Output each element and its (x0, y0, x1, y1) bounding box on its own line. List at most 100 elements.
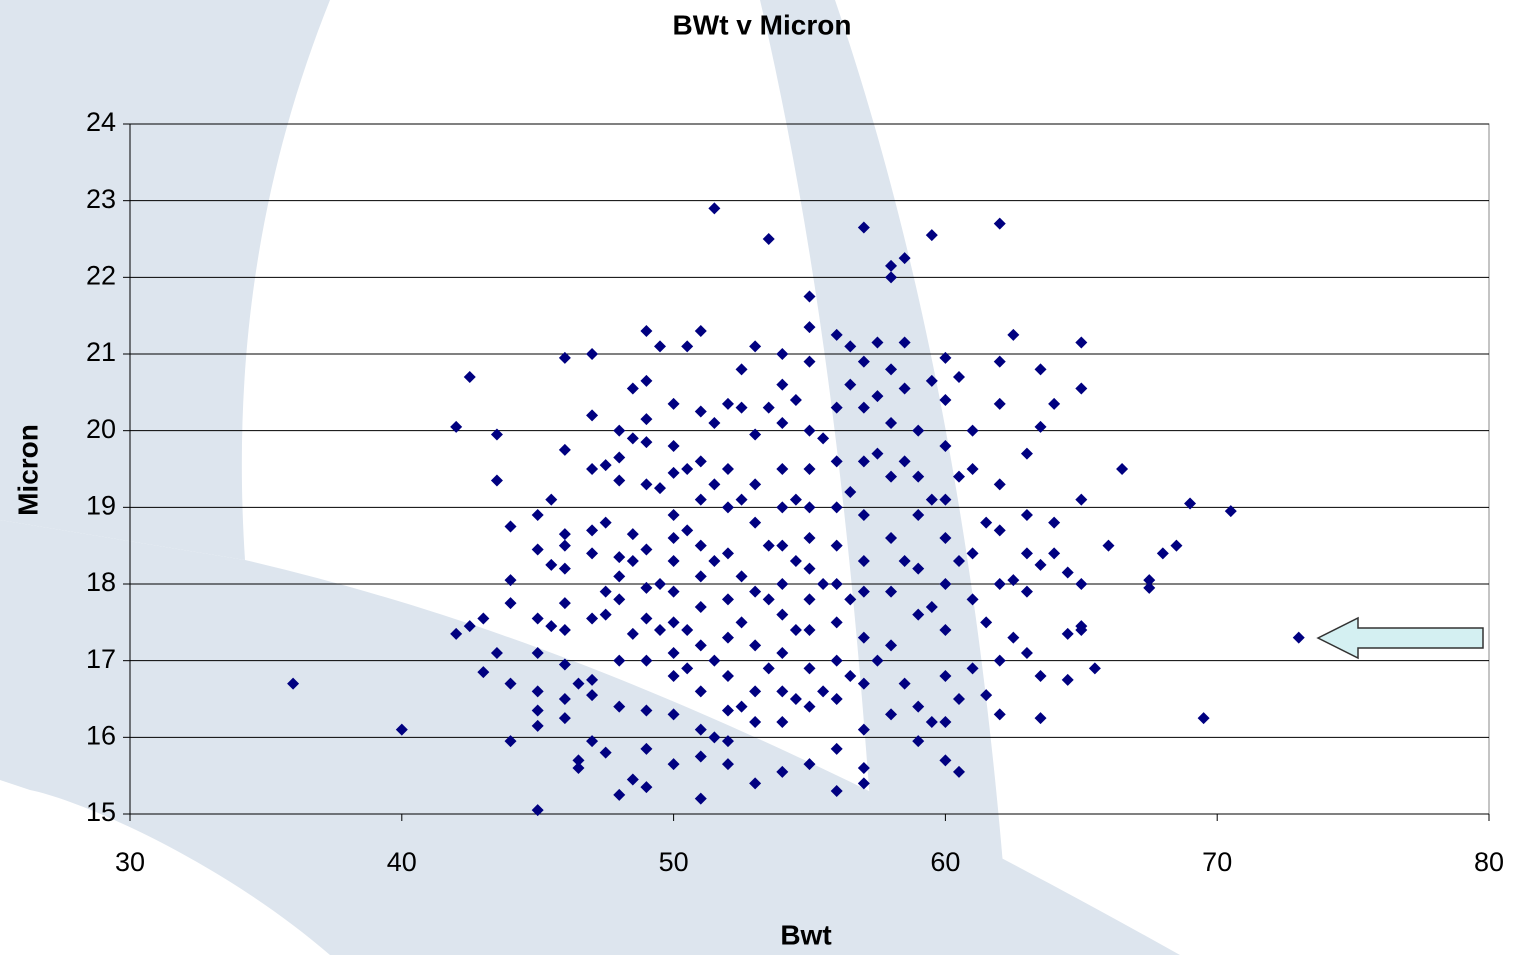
point (613, 788, 626, 801)
point (558, 712, 571, 725)
point (939, 754, 952, 767)
point (912, 700, 925, 713)
point (749, 639, 762, 652)
point (1020, 585, 1033, 598)
point (586, 524, 599, 537)
point (626, 773, 639, 786)
point (531, 704, 544, 717)
point (667, 758, 680, 771)
point (721, 463, 734, 475)
point (912, 470, 925, 483)
point (654, 578, 667, 590)
point (490, 647, 503, 659)
point (993, 578, 1006, 590)
point (966, 463, 979, 475)
point (1170, 539, 1183, 552)
point (912, 608, 925, 621)
point (1197, 712, 1210, 725)
point (654, 482, 667, 495)
point (586, 348, 599, 360)
point (871, 390, 884, 403)
point (558, 693, 571, 705)
x-tick-label: 40 (387, 847, 417, 877)
point (1048, 397, 1061, 410)
point (1143, 581, 1156, 594)
point (613, 700, 626, 713)
point (558, 528, 571, 541)
point (762, 233, 775, 245)
point (980, 689, 993, 702)
point (586, 409, 599, 422)
point (993, 478, 1006, 491)
point (1034, 420, 1047, 433)
point (694, 325, 707, 337)
point (871, 654, 884, 667)
point (721, 704, 734, 717)
point (898, 455, 911, 468)
point (1088, 662, 1101, 675)
point (803, 700, 816, 713)
point (694, 570, 707, 583)
point (558, 597, 571, 610)
point (885, 417, 898, 429)
point (939, 716, 952, 728)
annotation-arrow (1316, 616, 1484, 660)
point (613, 451, 626, 464)
point (817, 685, 830, 698)
point (1061, 673, 1074, 686)
point (450, 627, 463, 640)
point (789, 394, 802, 406)
point (776, 501, 789, 514)
point (531, 509, 544, 521)
point (586, 673, 599, 686)
point (776, 685, 789, 698)
point (1075, 493, 1088, 506)
point (885, 363, 898, 376)
point (817, 578, 830, 590)
point (531, 612, 544, 625)
point (640, 742, 653, 755)
point (776, 378, 789, 391)
point (898, 382, 911, 395)
point (681, 340, 694, 353)
point (857, 355, 870, 368)
point (993, 355, 1006, 368)
point (749, 428, 762, 441)
point (898, 555, 911, 567)
point (531, 719, 544, 732)
y-tick-label: 15 (86, 797, 116, 827)
x-tick-label: 60 (930, 847, 960, 877)
point (830, 693, 843, 705)
point (912, 562, 925, 575)
point (857, 585, 870, 598)
point (803, 355, 816, 368)
point (1020, 647, 1033, 659)
point (681, 463, 694, 475)
point (857, 221, 870, 234)
point (721, 631, 734, 644)
point (830, 401, 843, 414)
point (803, 424, 816, 437)
point (993, 524, 1006, 537)
point (504, 520, 517, 533)
point (912, 509, 925, 521)
point (871, 447, 884, 460)
point (667, 585, 680, 598)
point (762, 401, 775, 414)
point (640, 478, 653, 491)
point (749, 340, 762, 353)
point (1034, 558, 1047, 571)
point (776, 539, 789, 552)
point (613, 570, 626, 583)
point (626, 627, 639, 640)
point (572, 762, 585, 774)
point (477, 612, 490, 625)
point (667, 466, 680, 479)
point (640, 612, 653, 625)
point (640, 543, 653, 556)
point (776, 348, 789, 360)
point (885, 259, 898, 272)
point (925, 601, 938, 613)
